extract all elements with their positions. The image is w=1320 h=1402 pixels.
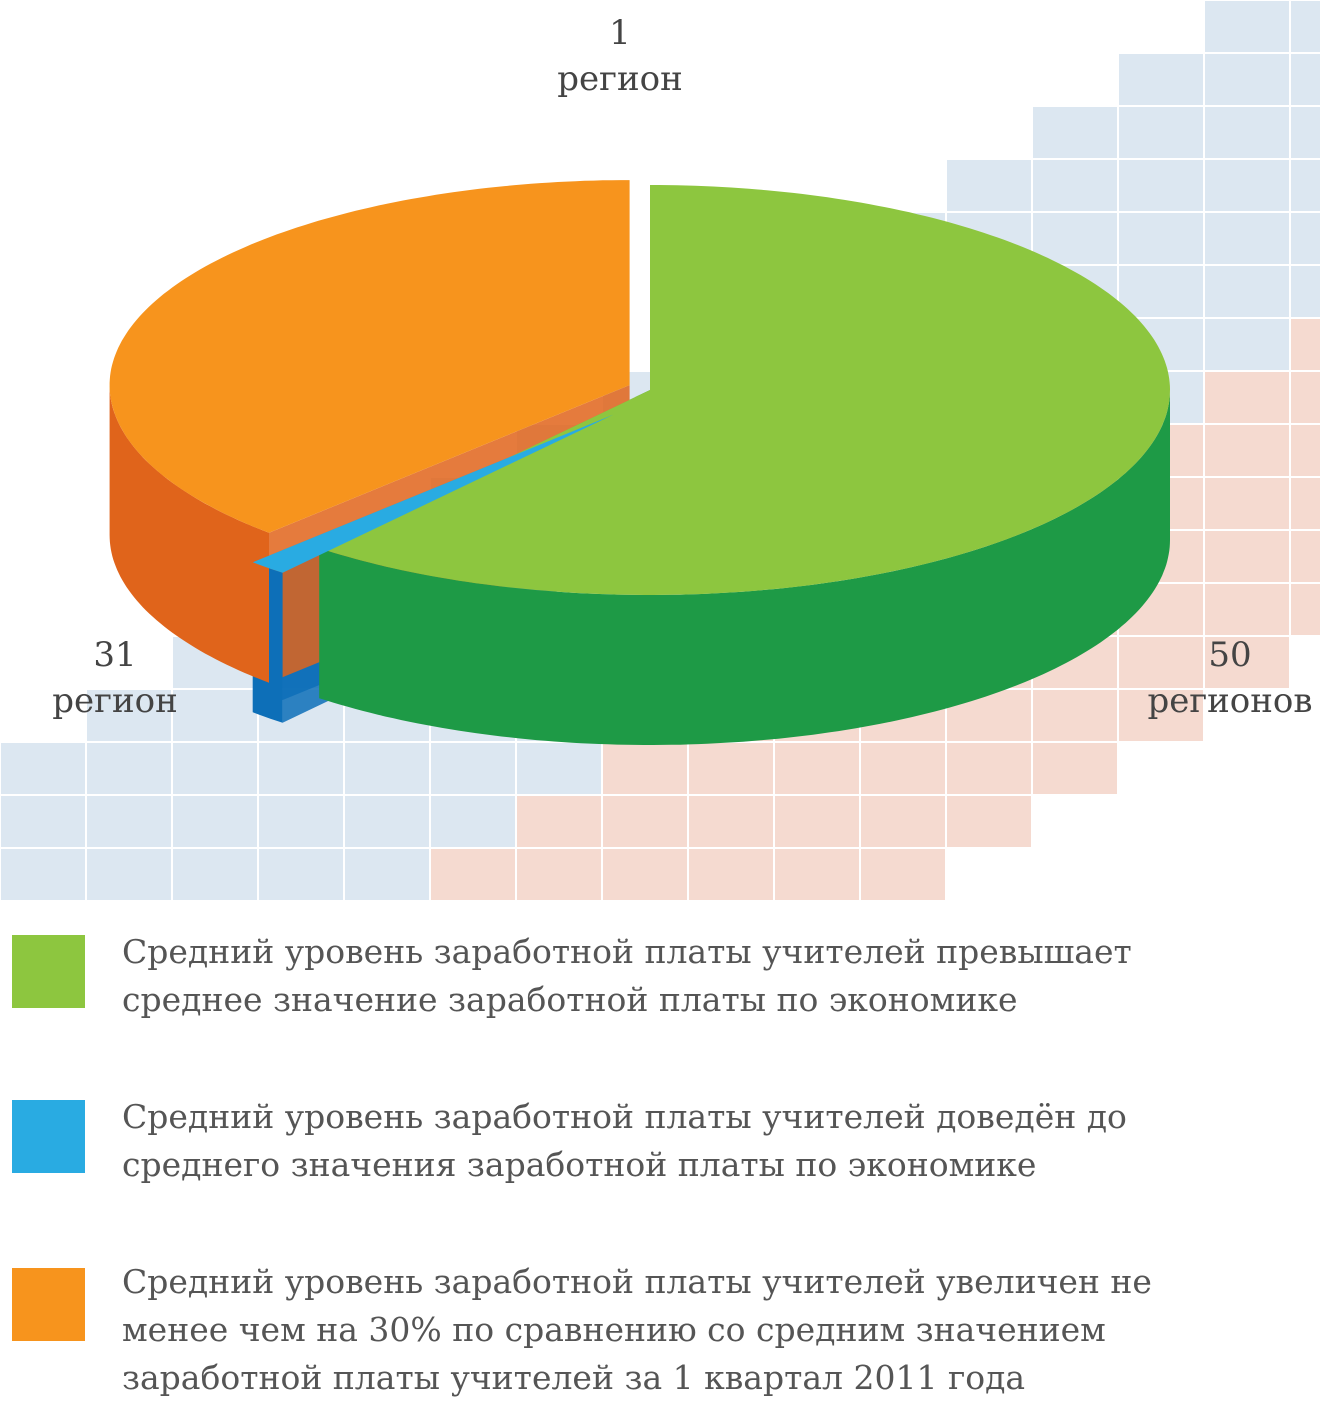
decor-tile <box>1205 107 1289 158</box>
legend-swatch <box>12 935 85 1008</box>
legend-label: Средний уровень заработной платы учителе… <box>122 1097 1127 1184</box>
decor-tile <box>861 743 945 794</box>
decor-tile <box>947 160 1031 211</box>
decor-tile <box>1291 266 1320 317</box>
decor-tile <box>87 743 171 794</box>
decor-tile <box>1033 690 1117 741</box>
decor-tile <box>861 796 945 847</box>
decor-tile <box>1 743 85 794</box>
decor-tile <box>1291 425 1320 476</box>
decor-tile <box>259 743 343 794</box>
decor-tile <box>1205 54 1289 105</box>
decor-tile <box>1291 584 1320 635</box>
legend-swatch <box>12 1100 85 1173</box>
decor-tile <box>517 796 601 847</box>
decor-tile <box>87 690 171 741</box>
decor-tile <box>173 796 257 847</box>
decor-tile <box>947 743 1031 794</box>
decor-tile <box>1119 107 1203 158</box>
decor-tile <box>517 849 601 900</box>
decor-tile <box>173 690 257 741</box>
decor-tile <box>259 796 343 847</box>
decor-tile <box>431 796 515 847</box>
decor-tile <box>1291 478 1320 529</box>
decor-tile <box>87 849 171 900</box>
decor-tile <box>1205 1 1289 52</box>
decor-tile <box>1119 213 1203 264</box>
value-label: 1 регион <box>557 13 683 99</box>
decor-tile <box>689 796 773 847</box>
decor-tile <box>1291 213 1320 264</box>
decor-tile <box>1205 372 1289 423</box>
decor-tile <box>1119 637 1203 688</box>
decor-tile <box>345 849 429 900</box>
decor-tile <box>431 849 515 900</box>
decor-tile <box>775 849 859 900</box>
decor-tile <box>1205 637 1289 688</box>
pie-slice <box>252 414 614 573</box>
decor-tile <box>1033 160 1117 211</box>
decor-tile <box>517 743 601 794</box>
decor-tile <box>861 849 945 900</box>
decor-tile <box>1205 584 1289 635</box>
decor-tile <box>1291 160 1320 211</box>
decor-tile <box>1205 425 1289 476</box>
decor-tile <box>173 849 257 900</box>
pie-side <box>109 385 269 683</box>
decor-tile <box>689 849 773 900</box>
pie-slice <box>319 185 1170 595</box>
decor-tile <box>775 743 859 794</box>
decor-tile <box>1205 478 1289 529</box>
decor-tile <box>1205 213 1289 264</box>
decor-tile <box>431 743 515 794</box>
decor-tile <box>1119 54 1203 105</box>
decor-tile <box>87 796 171 847</box>
decor-tile <box>1291 372 1320 423</box>
decor-tile <box>259 849 343 900</box>
decor-tile <box>1 796 85 847</box>
decor-tile <box>947 796 1031 847</box>
decor-tile <box>1119 690 1203 741</box>
decor-tile <box>1291 1 1320 52</box>
value-label: 50 регионов <box>1147 635 1313 721</box>
decor-tile <box>1205 160 1289 211</box>
decor-tile <box>1033 213 1117 264</box>
decor-tile <box>1119 160 1203 211</box>
decor-tile <box>1205 319 1289 370</box>
decor-tile <box>345 743 429 794</box>
decor-tile <box>1033 743 1117 794</box>
legend-label: Средний уровень заработной платы учителе… <box>122 932 1132 1019</box>
decor-tile <box>173 743 257 794</box>
pie-slice <box>109 180 630 533</box>
pie-side <box>319 390 1170 745</box>
decor-tile <box>689 743 773 794</box>
decor-tile <box>1291 531 1320 582</box>
decor-tile <box>1205 266 1289 317</box>
pie-tops <box>109 180 1170 595</box>
decor-tile <box>1291 319 1320 370</box>
decor-tile <box>1205 531 1289 582</box>
decor-tile <box>603 849 687 900</box>
decor-tile <box>345 796 429 847</box>
decor-tile <box>1119 266 1203 317</box>
legend-label: Средний уровень заработной платы учителе… <box>122 1262 1152 1397</box>
decor-tile <box>1291 107 1320 158</box>
decor-tile <box>603 796 687 847</box>
decor-tile <box>603 743 687 794</box>
legend-swatch <box>12 1268 85 1341</box>
decor-tile <box>1 849 85 900</box>
decor-tile <box>775 796 859 847</box>
value-label: 31 регион <box>52 635 178 721</box>
decor-tile <box>1291 54 1320 105</box>
decor-tile <box>1033 107 1117 158</box>
